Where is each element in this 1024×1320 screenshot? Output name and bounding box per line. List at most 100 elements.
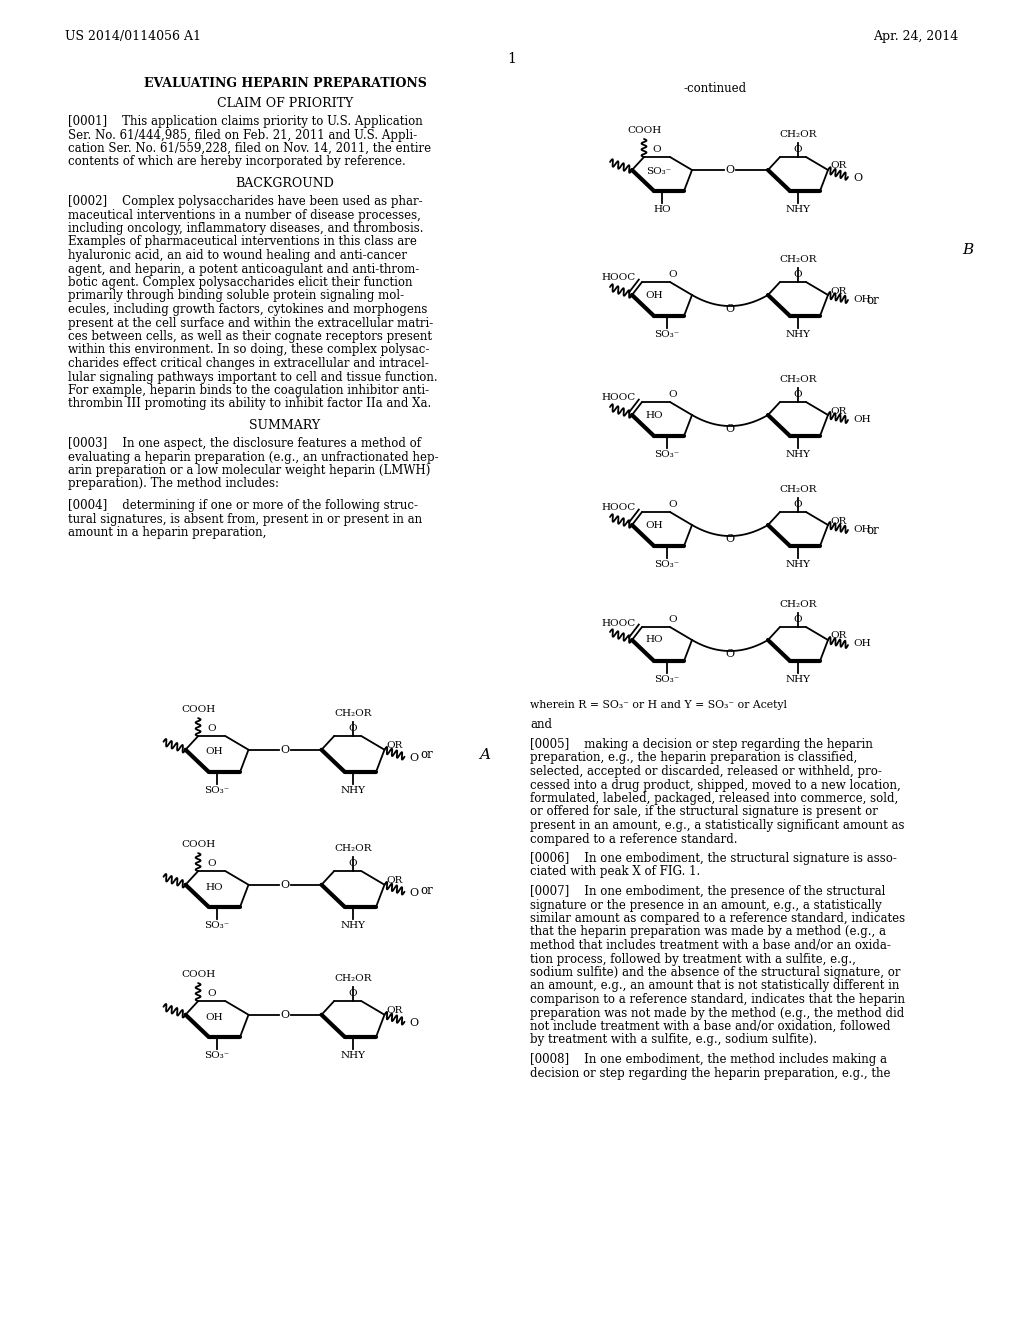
Text: [0007]    In one embodiment, the presence of the structural: [0007] In one embodiment, the presence o… <box>530 884 886 898</box>
Text: CH₂OR: CH₂OR <box>779 484 817 494</box>
Text: CH₂OR: CH₂OR <box>779 375 817 384</box>
Text: OH: OH <box>645 290 663 300</box>
Text: lular signaling pathways important to cell and tissue function.: lular signaling pathways important to ce… <box>68 371 437 384</box>
Text: O: O <box>410 888 419 898</box>
Text: OR: OR <box>830 286 847 296</box>
Text: [0003]    In one aspect, the disclosure features a method of: [0003] In one aspect, the disclosure fea… <box>68 437 421 450</box>
Text: O: O <box>725 165 734 176</box>
Text: O: O <box>794 145 803 154</box>
Text: [0002]    Complex polysaccharides have been used as phar-: [0002] Complex polysaccharides have been… <box>68 195 423 209</box>
Text: and: and <box>530 718 552 731</box>
Text: selected, accepted or discarded, released or withheld, pro-: selected, accepted or discarded, release… <box>530 766 882 777</box>
Text: including oncology, inflammatory diseases, and thrombosis.: including oncology, inflammatory disease… <box>68 222 424 235</box>
Text: NHY: NHY <box>341 1051 366 1060</box>
Text: O: O <box>725 649 734 659</box>
Text: preparation, e.g., the heparin preparation is classified,: preparation, e.g., the heparin preparati… <box>530 751 857 764</box>
Text: sodium sulfite) and the absence of the structural signature, or: sodium sulfite) and the absence of the s… <box>530 966 900 979</box>
Text: HOOC: HOOC <box>602 619 636 627</box>
Text: or: or <box>866 524 879 536</box>
Text: [0008]    In one embodiment, the method includes making a: [0008] In one embodiment, the method inc… <box>530 1053 887 1067</box>
Text: SO₃⁻: SO₃⁻ <box>654 560 680 569</box>
Text: Apr. 24, 2014: Apr. 24, 2014 <box>872 30 958 44</box>
Text: O: O <box>281 879 290 890</box>
Text: contents of which are hereby incorporated by reference.: contents of which are hereby incorporate… <box>68 156 406 169</box>
Text: SO₃⁻: SO₃⁻ <box>205 1051 229 1060</box>
Text: ciated with peak X of FIG. 1.: ciated with peak X of FIG. 1. <box>530 866 700 879</box>
Text: [0006]    In one embodiment, the structural signature is asso-: [0006] In one embodiment, the structural… <box>530 851 897 865</box>
Text: O: O <box>794 615 803 624</box>
Text: present in an amount, e.g., a statistically significant amount as: present in an amount, e.g., a statistica… <box>530 818 904 832</box>
Text: OR: OR <box>386 742 402 750</box>
Text: O: O <box>794 500 803 510</box>
Text: that the heparin preparation was made by a method (e.g., a: that the heparin preparation was made by… <box>530 925 886 939</box>
Text: O: O <box>669 389 677 399</box>
Text: decision or step regarding the heparin preparation, e.g., the: decision or step regarding the heparin p… <box>530 1067 891 1080</box>
Text: or: or <box>421 883 433 896</box>
Text: SO₃⁻: SO₃⁻ <box>654 330 680 339</box>
Text: charides effect critical changes in extracellular and intracel-: charides effect critical changes in extr… <box>68 356 429 370</box>
Text: OH: OH <box>853 524 870 533</box>
Text: CH₂OR: CH₂OR <box>334 843 372 853</box>
Text: [0005]    making a decision or step regarding the heparin: [0005] making a decision or step regardi… <box>530 738 872 751</box>
Text: BACKGROUND: BACKGROUND <box>236 177 335 190</box>
Text: cessed into a drug product, shipped, moved to a new location,: cessed into a drug product, shipped, mov… <box>530 779 901 792</box>
Text: -continued: -continued <box>683 82 746 95</box>
Text: OR: OR <box>386 1006 402 1015</box>
Text: not include treatment with a base and/or oxidation, followed: not include treatment with a base and/or… <box>530 1020 891 1034</box>
Text: thrombin III promoting its ability to inhibit factor IIa and Xa.: thrombin III promoting its ability to in… <box>68 397 431 411</box>
Text: tion process, followed by treatment with a sulfite, e.g.,: tion process, followed by treatment with… <box>530 953 856 965</box>
Text: primarily through binding soluble protein signaling mol-: primarily through binding soluble protei… <box>68 289 404 302</box>
Text: wherein R = SO₃⁻ or H and Y = SO₃⁻ or Acetyl: wherein R = SO₃⁻ or H and Y = SO₃⁻ or Ac… <box>530 700 787 710</box>
Text: method that includes treatment with a base and/or an oxida-: method that includes treatment with a ba… <box>530 939 891 952</box>
Text: ces between cells, as well as their cognate receptors present: ces between cells, as well as their cogn… <box>68 330 432 343</box>
Text: O: O <box>348 859 357 869</box>
Text: SO₃⁻: SO₃⁻ <box>205 785 229 795</box>
Text: COOH: COOH <box>181 840 215 849</box>
Text: O: O <box>794 271 803 279</box>
Text: evaluating a heparin preparation (e.g., an unfractionated hep-: evaluating a heparin preparation (e.g., … <box>68 450 438 463</box>
Text: HO: HO <box>645 635 663 644</box>
Text: or: or <box>421 748 433 762</box>
Text: O: O <box>794 389 803 399</box>
Text: Examples of pharmaceutical interventions in this class are: Examples of pharmaceutical interventions… <box>68 235 417 248</box>
Text: O: O <box>208 859 216 869</box>
Text: O: O <box>652 145 662 154</box>
Text: preparation). The method includes:: preparation). The method includes: <box>68 478 279 491</box>
Text: OR: OR <box>830 161 847 170</box>
Text: HO: HO <box>653 205 671 214</box>
Text: maceutical interventions in a number of disease processes,: maceutical interventions in a number of … <box>68 209 421 222</box>
Text: CH₂OR: CH₂OR <box>779 601 817 609</box>
Text: HOOC: HOOC <box>602 273 636 282</box>
Text: or: or <box>866 293 879 306</box>
Text: CH₂OR: CH₂OR <box>779 129 817 139</box>
Text: hyaluronic acid, an aid to wound healing and anti-cancer: hyaluronic acid, an aid to wound healing… <box>68 249 407 261</box>
Text: O: O <box>669 271 677 279</box>
Text: OH: OH <box>645 520 663 529</box>
Text: OR: OR <box>830 407 847 416</box>
Text: SUMMARY: SUMMARY <box>250 418 321 432</box>
Text: agent, and heparin, a potent anticoagulant and anti-throm-: agent, and heparin, a potent anticoagula… <box>68 263 419 276</box>
Text: NHY: NHY <box>785 560 811 569</box>
Text: Ser. No. 61/444,985, filed on Feb. 21, 2011 and U.S. Appli-: Ser. No. 61/444,985, filed on Feb. 21, 2… <box>68 128 417 141</box>
Text: O: O <box>725 535 734 544</box>
Text: by treatment with a sulfite, e.g., sodium sulfite).: by treatment with a sulfite, e.g., sodiu… <box>530 1034 817 1047</box>
Text: B: B <box>963 243 974 257</box>
Text: O: O <box>669 500 677 510</box>
Text: signature or the presence in an amount, e.g., a statistically: signature or the presence in an amount, … <box>530 899 882 912</box>
Text: A: A <box>479 748 490 762</box>
Text: tural signatures, is absent from, present in or present in an: tural signatures, is absent from, presen… <box>68 512 422 525</box>
Text: [0004]    determining if one or more of the following struc-: [0004] determining if one or more of the… <box>68 499 418 512</box>
Text: OH: OH <box>205 1012 223 1022</box>
Text: COOH: COOH <box>181 970 215 979</box>
Text: OH: OH <box>853 639 870 648</box>
Text: SO₃⁻: SO₃⁻ <box>646 168 672 177</box>
Text: ecules, including growth factors, cytokines and morphogens: ecules, including growth factors, cytoki… <box>68 304 427 315</box>
Text: COOH: COOH <box>627 125 662 135</box>
Text: NHY: NHY <box>785 450 811 459</box>
Text: NHY: NHY <box>785 675 811 684</box>
Text: O: O <box>281 1010 290 1020</box>
Text: O: O <box>410 1018 419 1028</box>
Text: NHY: NHY <box>341 921 366 929</box>
Text: OR: OR <box>830 516 847 525</box>
Text: within this environment. In so doing, these complex polysac-: within this environment. In so doing, th… <box>68 343 429 356</box>
